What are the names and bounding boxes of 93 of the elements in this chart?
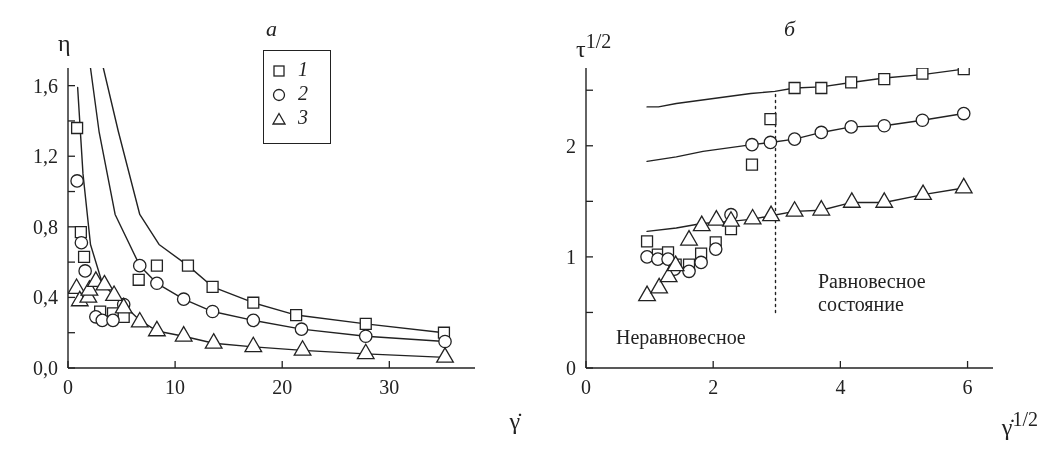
point [130, 311, 149, 328]
point [132, 258, 147, 273]
point [954, 177, 973, 194]
point [916, 68, 929, 80]
point [788, 81, 801, 95]
point [181, 259, 195, 272]
point [78, 264, 92, 278]
point [878, 72, 891, 86]
point [694, 255, 708, 270]
point [640, 250, 654, 264]
legend-label: 1 [298, 58, 308, 80]
point [150, 259, 164, 272]
point [764, 112, 777, 126]
point [812, 199, 831, 216]
chart-title: а [266, 16, 277, 41]
point [132, 273, 145, 286]
x-tick-label: 10 [165, 376, 186, 398]
point [105, 285, 124, 302]
point [77, 250, 91, 263]
x-axis-title: γ̇$^{1/2}$ [1001, 408, 1038, 441]
point [659, 266, 678, 283]
x-tick-label: 6 [962, 376, 973, 398]
point [680, 229, 698, 246]
point [708, 242, 723, 256]
point [722, 211, 740, 227]
point [294, 322, 309, 336]
point [787, 132, 802, 146]
point [743, 208, 762, 225]
x-axis-title: γ̇ [509, 408, 520, 435]
y-axis-title: τ$^{1/2}$ [576, 30, 612, 63]
point [650, 277, 669, 294]
point [70, 174, 84, 188]
point [147, 320, 166, 337]
point [359, 317, 372, 331]
point [205, 304, 220, 319]
point [745, 158, 759, 171]
y-tick-label: 1,6 [33, 74, 58, 97]
point [914, 184, 933, 201]
y-tick-label: 1,2 [33, 145, 58, 168]
point [956, 106, 971, 121]
point [844, 120, 859, 134]
x-tick-label: 0 [63, 376, 73, 398]
point [204, 333, 223, 349]
point [436, 347, 454, 363]
x-tick-label: 4 [835, 376, 846, 398]
point [915, 113, 930, 128]
point [247, 296, 260, 309]
point [290, 308, 303, 322]
y-tick-label: 0,8 [33, 215, 58, 238]
point [150, 276, 164, 291]
x-tick-label: 20 [272, 376, 293, 398]
annotation: Неравновесное [616, 326, 746, 349]
point [95, 274, 114, 291]
point [785, 201, 804, 217]
y-tick-label: 0 [566, 357, 576, 379]
point [246, 313, 261, 328]
point [106, 313, 120, 328]
point [762, 205, 781, 222]
y-tick-label: 1 [566, 245, 576, 268]
y-tick-label: 0,0 [33, 357, 58, 379]
point [682, 264, 696, 279]
point [70, 121, 84, 135]
point [842, 192, 861, 208]
point [745, 137, 759, 152]
x-tick-label: 2 [708, 376, 719, 398]
point [707, 209, 726, 226]
legend-label: 3 [298, 106, 308, 128]
point [814, 125, 829, 140]
point [845, 76, 858, 89]
point [640, 235, 654, 248]
annotation: Равновесное состояние [818, 270, 927, 316]
point [638, 285, 657, 302]
x-tick-label: 0 [581, 376, 591, 398]
point [692, 215, 711, 232]
point [176, 292, 191, 306]
x-tick-label: 30 [379, 376, 400, 398]
point [875, 192, 894, 208]
point [358, 329, 373, 344]
y-tick-label: 2 [566, 134, 576, 157]
point [244, 336, 263, 353]
point [293, 340, 312, 356]
point [763, 135, 778, 150]
point [206, 280, 219, 293]
point [815, 81, 828, 95]
legend-label: 2 [298, 82, 308, 104]
point [877, 118, 892, 133]
chart-title: б [783, 16, 796, 41]
point [174, 325, 193, 342]
y-axis-title: η [58, 30, 71, 57]
point [74, 235, 89, 250]
point [438, 334, 452, 349]
point [356, 343, 375, 360]
y-tick-label: 0,4 [33, 286, 58, 309]
